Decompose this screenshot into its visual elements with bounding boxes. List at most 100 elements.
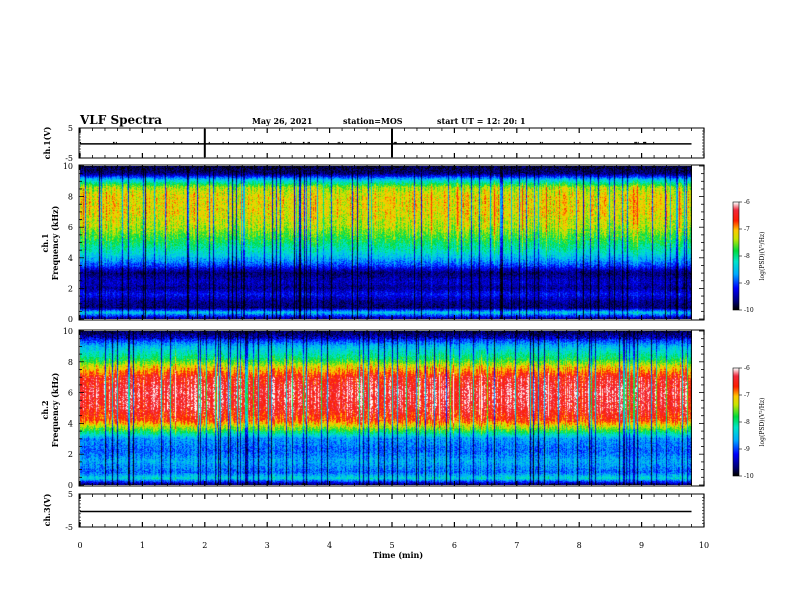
voltage-spike — [573, 141, 575, 144]
ch2-spectrogram-image — [80, 331, 692, 485]
ch2-frequency-yticks: 0 2 4 6 8 10 — [63, 327, 704, 490]
frequency-tick-label: 10 — [63, 327, 73, 336]
voltage-spike — [607, 141, 609, 144]
voltage-spike — [366, 141, 368, 144]
voltage-spike — [290, 141, 292, 144]
time-axis-ticks — [79, 128, 705, 527]
voltage-spike — [283, 141, 285, 144]
frequency-tick-label: 6 — [68, 223, 73, 232]
voltage-spike — [222, 141, 224, 144]
ch1-spectrogram-image — [80, 166, 692, 319]
voltage-spike — [653, 141, 655, 144]
frequency-tick-label: 6 — [68, 389, 73, 398]
voltage-spike — [512, 141, 514, 144]
frequency-tick-label: 2 — [68, 284, 73, 293]
voltage-spike — [539, 141, 541, 144]
ch1-voltage-panel: 5 -5 ch.1(V) — [42, 124, 705, 163]
time-tick-label: 5 — [389, 541, 394, 550]
ch3-voltage-panel: 5 -5 ch.3(V) — [42, 490, 705, 532]
voltage-spike — [405, 141, 407, 144]
voltage-spike — [634, 141, 636, 144]
voltage-ytick-label: -5 — [65, 523, 73, 532]
ch1-voltage-ylabel: ch.1(V) — [42, 126, 52, 159]
voltage-spike — [498, 141, 500, 144]
frequency-tick-label: 8 — [68, 358, 73, 367]
voltage-spike — [579, 141, 581, 144]
voltage-spike — [181, 141, 183, 144]
voltage-spike — [342, 141, 344, 144]
colorbar-tick-label: -7 — [744, 392, 750, 399]
colorbar-tick-label: -10 — [744, 473, 754, 480]
voltage-spike — [411, 141, 413, 144]
voltage-spike — [173, 141, 175, 144]
voltage-spike — [112, 141, 114, 144]
voltage-spike — [394, 141, 396, 144]
voltage-spike — [643, 141, 645, 144]
voltage-spike — [302, 141, 304, 144]
time-tick-label: 2 — [202, 541, 207, 550]
voltage-spike — [227, 141, 229, 144]
voltage-spike — [113, 141, 115, 144]
header-start-time: start UT = 12: 20: 1 — [437, 116, 526, 126]
voltage-spike — [393, 141, 395, 144]
colorbar-tick-label: -9 — [744, 280, 750, 287]
voltage-spike — [395, 141, 397, 144]
time-tick-label: 6 — [452, 541, 457, 550]
voltage-spike — [247, 141, 249, 144]
voltage-spike — [420, 141, 422, 144]
time-tick-label: 7 — [514, 541, 519, 550]
colorbar-tick-label: -10 — [744, 307, 754, 314]
voltage-spike — [644, 141, 646, 144]
voltage-spike — [253, 141, 255, 144]
voltage-spike — [115, 141, 117, 144]
voltage-spike — [328, 141, 330, 144]
voltage-spike — [467, 141, 469, 144]
ch3-voltage-ylabel: ch.3(V) — [42, 493, 52, 526]
time-tick-label: 0 — [77, 541, 82, 550]
voltage-spike — [337, 141, 339, 144]
ch1-frequency-yticks: 0 2 4 6 8 10 — [63, 162, 704, 324]
time-axis-tick-labels: 0 1 2 3 4 5 6 7 8 9 10 — [77, 541, 709, 550]
ch1-channel-label: ch.1Frequency (kHz) — [40, 205, 60, 280]
voltage-spike — [256, 141, 258, 144]
voltage-spike — [422, 141, 424, 144]
frequency-tick-label: 0 — [68, 481, 73, 490]
voltage-spike — [541, 141, 543, 144]
time-tick-label: 10 — [699, 541, 709, 550]
ch1-colorbar-ticks: -6 -7 -8 -9 -10 — [739, 199, 754, 314]
voltage-spike — [285, 141, 287, 144]
time-tick-label: 8 — [577, 541, 582, 550]
voltage-spike — [260, 141, 262, 144]
voltage-spike — [637, 141, 639, 144]
voltage-spike — [525, 141, 527, 144]
voltage-spike — [591, 141, 593, 144]
voltage-spike — [262, 141, 264, 144]
voltage-spike — [308, 141, 310, 144]
ch2-colorbar-label: log(PSD)(V²/Hz) — [759, 398, 766, 447]
voltage-spike — [645, 141, 647, 144]
ch2-spectrogram-image-holder — [80, 331, 692, 485]
voltage-spike — [635, 141, 637, 144]
time-tick-label: 3 — [265, 541, 270, 550]
ch1-colorbar-label: log(PSD)(V²/Hz) — [759, 232, 766, 281]
colorbar-tick-label: -7 — [744, 226, 750, 233]
time-tick-label: 9 — [639, 541, 644, 550]
voltage-spike — [281, 141, 283, 144]
frequency-tick-label: 10 — [63, 162, 73, 171]
voltage-spike — [473, 141, 475, 144]
voltage-spike — [616, 141, 618, 144]
ch2-colorbar — [733, 368, 739, 476]
colorbar-tick-label: -6 — [744, 365, 750, 372]
frequency-tick-label: 8 — [68, 193, 73, 202]
ch1-colorbar — [733, 202, 739, 310]
figure-title: VLF Spectra — [79, 113, 162, 127]
voltage-spike — [307, 141, 309, 144]
ch1-spectrogram-image-holder — [80, 166, 692, 319]
voltage-spike — [155, 141, 157, 144]
time-axis-label: Time (min) — [373, 550, 423, 560]
voltage-spike — [359, 141, 361, 144]
time-tick-label: 1 — [140, 541, 145, 550]
